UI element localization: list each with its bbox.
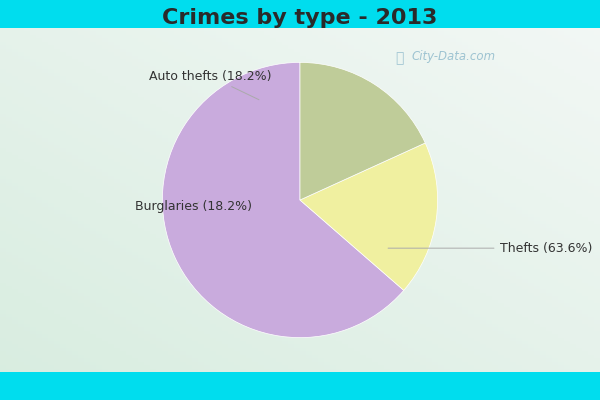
Text: ⦿: ⦿ (395, 51, 403, 65)
Text: Crimes by type - 2013: Crimes by type - 2013 (163, 8, 437, 28)
Text: Burglaries (18.2%): Burglaries (18.2%) (135, 200, 252, 213)
Text: Auto thefts (18.2%): Auto thefts (18.2%) (149, 70, 271, 100)
Wedge shape (163, 62, 404, 338)
Wedge shape (300, 143, 437, 290)
Text: Thefts (63.6%): Thefts (63.6%) (388, 242, 592, 255)
Wedge shape (300, 62, 425, 200)
Text: City-Data.com: City-Data.com (411, 50, 495, 63)
